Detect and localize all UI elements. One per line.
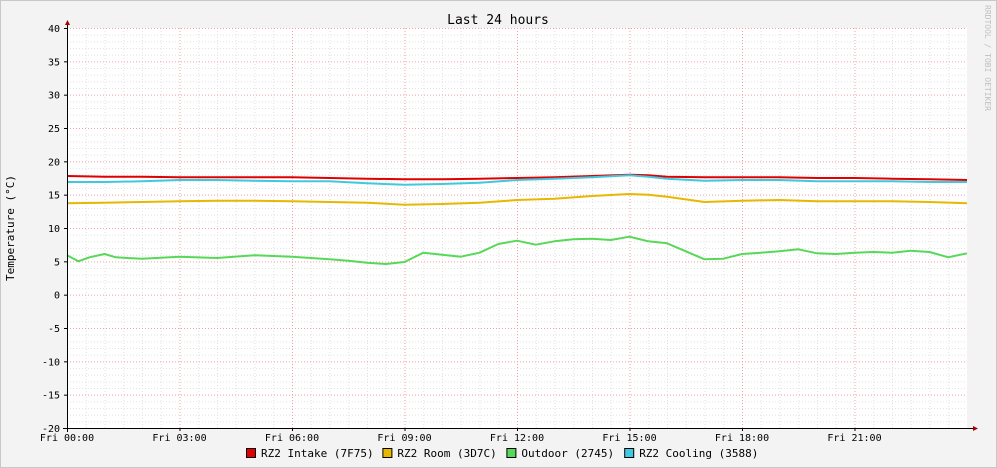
series-line-4 <box>67 174 967 186</box>
legend: RZ2 Intake (7F75) RZ2 Room (3D7C) Outdoor … <box>246 447 758 460</box>
y-tick-label: 35 <box>48 57 60 68</box>
x-tick-label: Fri 06:00 <box>265 433 319 444</box>
series-lines <box>66 173 968 265</box>
legend-swatch-1 <box>246 448 256 458</box>
series-line-3 <box>66 235 968 265</box>
watermark-text: RRDTOOL / TOBI OETIKER <box>983 5 992 111</box>
series-line-2 <box>66 193 968 206</box>
legend-label-1: RZ2 Intake (7F75) <box>261 447 374 460</box>
legend-swatch-4 <box>624 448 635 458</box>
y-tick-label: -10 <box>42 357 60 368</box>
y-tick-label: 25 <box>48 124 60 135</box>
y-tick-label: 30 <box>48 91 60 102</box>
x-axis-arrow <box>973 426 978 431</box>
x-tick-label: Fri 21:00 <box>827 433 881 444</box>
legend-swatch-3 <box>506 448 517 458</box>
y-tick-label: -5 <box>48 324 60 335</box>
x-tick-label: Fri 18:00 <box>715 433 769 444</box>
x-tick-label: Fri 09:00 <box>377 433 431 444</box>
x-tick-label: Fri 15:00 <box>602 433 656 444</box>
y-axis-arrow <box>65 20 70 25</box>
y-tick-label: 40 <box>48 24 60 35</box>
y-axis-label: Temperature (°C) <box>4 175 17 281</box>
y-tick-label: 5 <box>54 257 60 268</box>
x-tick-label: Fri 00:00 <box>40 433 94 444</box>
y-tick-label: -15 <box>42 391 60 402</box>
legend-label-4: RZ2 Cooling (3588) <box>639 447 758 460</box>
y-tick-label: 0 <box>54 291 60 302</box>
y-tick-label: 10 <box>48 224 60 235</box>
y-tick-label: 20 <box>48 157 60 168</box>
y-tick-labels: -20 -15 -10 -5 0 5 10 15 20 25 30 35 40 <box>42 24 67 435</box>
y-tick-label: 15 <box>48 191 60 202</box>
series-line-1 <box>66 173 968 181</box>
axes <box>63 20 978 432</box>
x-tick-labels: Fri 00:00 Fri 03:00 Fri 06:00 Fri 09:00 Fri … <box>40 428 882 444</box>
x-tick-label: Fri 12:00 <box>490 433 544 444</box>
legend-label-2: RZ2 Room (3D7C) <box>397 447 496 460</box>
legend-label-3: Outdoor (2745) <box>521 447 614 460</box>
legend-swatch-2 <box>382 448 393 458</box>
x-tick-label: Fri 03:00 <box>152 433 206 444</box>
chart-title: Last 24 hours <box>447 13 549 28</box>
grid <box>67 28 967 429</box>
y-tick-label: -20 <box>42 424 60 435</box>
